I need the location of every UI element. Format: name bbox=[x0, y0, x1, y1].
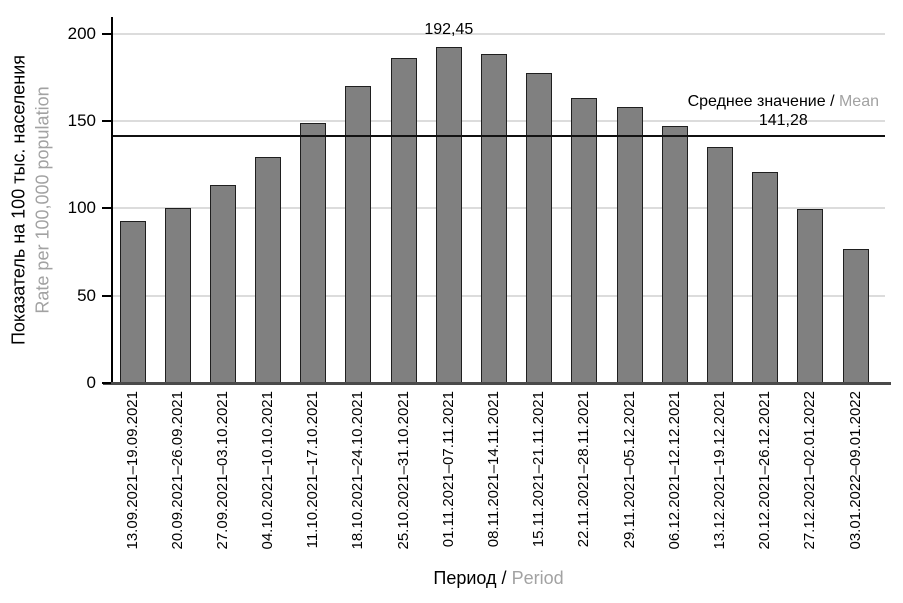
x-category-label: 27.09.2021–03.10.2021 bbox=[213, 391, 231, 550]
x-category-label: 18.10.2021–24.10.2021 bbox=[349, 391, 367, 550]
bar bbox=[526, 72, 553, 383]
bar bbox=[390, 58, 417, 383]
x-axis-line bbox=[103, 382, 891, 385]
bar bbox=[797, 209, 824, 383]
x-category-label: 20.09.2021–26.09.2021 bbox=[168, 391, 186, 550]
y-axis-line bbox=[111, 17, 113, 384]
bar bbox=[164, 208, 191, 383]
bar bbox=[706, 146, 733, 383]
x-category-label: 27.12.2021–02.01.2022 bbox=[801, 391, 819, 550]
x-category-label: 25.10.2021–31.10.2021 bbox=[394, 391, 412, 550]
x-category-label: 08.11.2021–14.11.2021 bbox=[485, 391, 503, 548]
x-category-label: 13.09.2021–19.09.2021 bbox=[123, 391, 141, 550]
peak-value-label: 192,45 bbox=[424, 20, 474, 38]
bar bbox=[209, 184, 236, 383]
bar bbox=[435, 46, 462, 383]
bar bbox=[119, 221, 146, 383]
y-tick-label: 0 bbox=[86, 373, 96, 392]
x-category-label: 04.10.2021–10.10.2021 bbox=[259, 391, 277, 550]
y-axis-tick bbox=[102, 294, 111, 297]
bar bbox=[345, 86, 372, 383]
x-category-label: 29.11.2021–05.12.2021 bbox=[620, 391, 638, 549]
x-category-label: 20.12.2021–26.12.2021 bbox=[756, 391, 774, 550]
bar bbox=[481, 54, 508, 383]
mean-value-label: 141,28 bbox=[758, 112, 808, 130]
y-axis-tick bbox=[102, 32, 111, 35]
mean-label-line: Среднее значение / Mean bbox=[688, 92, 879, 111]
x-category-label: 06.12.2021–12.12.2021 bbox=[665, 391, 683, 550]
x-category-label: 03.01.2022–09.01.2022 bbox=[846, 391, 864, 550]
x-category-label: 13.12.2021–19.12.2021 bbox=[710, 391, 728, 550]
x-axis-title-primary: Период / bbox=[433, 568, 507, 588]
x-category-label: 22.11.2021–28.11.2021 bbox=[575, 391, 593, 548]
bar bbox=[842, 248, 869, 383]
bar bbox=[255, 157, 282, 383]
gridline bbox=[112, 32, 885, 35]
y-tick-label: 50 bbox=[77, 285, 96, 305]
y-tick-label: 200 bbox=[67, 23, 96, 43]
y-axis-tick bbox=[102, 207, 111, 210]
plot-area: 192,45 Среднее значение / Mean 141,28 bbox=[112, 18, 885, 383]
mean-label-primary: Среднее значение / bbox=[687, 93, 835, 111]
bar bbox=[616, 107, 643, 383]
x-category-label: 15.11.2021–21.11.2021 bbox=[530, 391, 548, 548]
y-tick-label: 150 bbox=[67, 111, 96, 131]
bar bbox=[661, 126, 688, 383]
bar bbox=[571, 98, 598, 383]
y-axis-tick bbox=[102, 382, 111, 384]
bar bbox=[752, 171, 779, 383]
x-axis-title: Период / Period bbox=[112, 568, 885, 589]
bar bbox=[300, 123, 327, 383]
y-axis-tick bbox=[102, 120, 111, 123]
y-axis-title-primary: Показатель на 100 тыс. населения bbox=[8, 54, 29, 346]
mean-line bbox=[112, 135, 885, 138]
mean-label-block: Среднее значение / Mean 141,28 bbox=[688, 92, 879, 130]
y-tick-label: 100 bbox=[67, 198, 96, 218]
x-axis-title-secondary: Period bbox=[511, 568, 564, 588]
mean-label-secondary: Mean bbox=[838, 93, 879, 111]
x-category-label: 11.10.2021–17.10.2021 bbox=[304, 391, 322, 549]
x-category-label: 01.11.2021–07.11.2021 bbox=[439, 391, 457, 548]
